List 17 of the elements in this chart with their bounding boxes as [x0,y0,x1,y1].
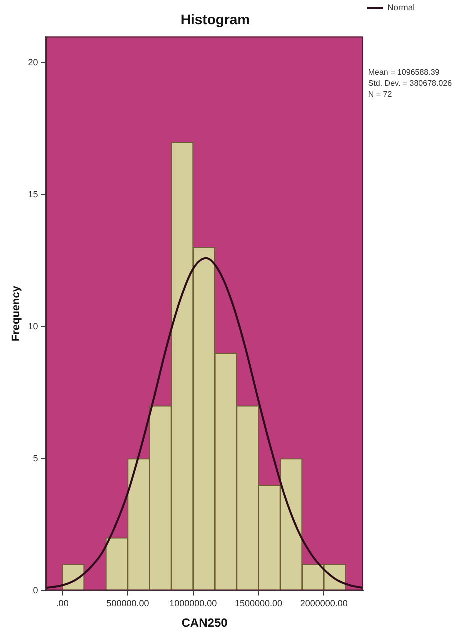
y-axis-title: Frequency [10,285,23,342]
x-tick-label: 500000.00 [106,598,150,609]
x-tick-label: 1500000.00 [234,598,283,609]
x-tick-label: .00 [56,598,69,609]
x-axis-title: CAN250 [182,616,228,630]
y-tick-label: 10 [28,321,38,332]
text: N = 72 [368,90,393,100]
y-tick-label: 0 [33,585,38,596]
y-tick-label: 5 [33,453,38,464]
y-tick-label: 20 [28,58,38,68]
x-tick-label: 2000000.00 [300,598,348,609]
y-tick-label: 15 [28,190,38,200]
chart-title: Histogram [180,11,250,28]
text: Std. Dev. = 380678.026 [368,79,453,88]
x-tick-label: 1000000.00 [170,598,218,609]
legend-label: Normal [388,2,416,13]
text: Mean = 1096588.39 [368,68,440,78]
